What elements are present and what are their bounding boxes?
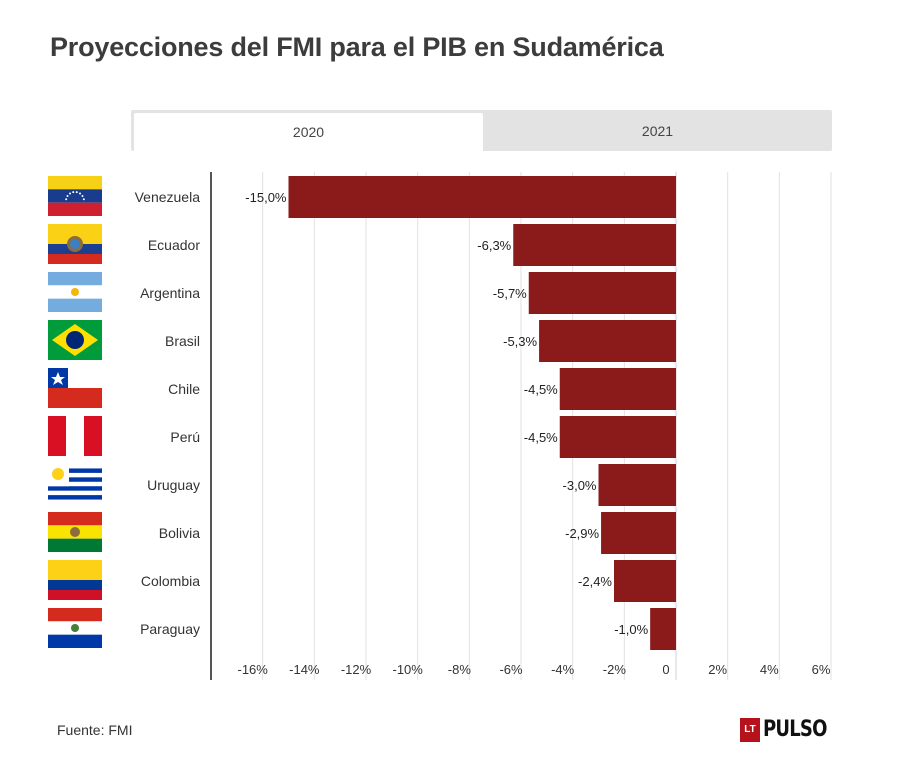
bar bbox=[559, 416, 676, 458]
year-tabs: 2020 2021 bbox=[131, 110, 832, 151]
category-label: Paraguay bbox=[140, 621, 200, 637]
pulso-logo: LT PULSO bbox=[740, 717, 841, 742]
bar bbox=[513, 224, 676, 266]
bar bbox=[614, 560, 676, 602]
bar bbox=[650, 608, 676, 650]
pulso-logo-word: PULSO bbox=[763, 717, 827, 742]
x-tick-label: -8% bbox=[448, 662, 472, 677]
bar bbox=[601, 512, 676, 554]
bar bbox=[288, 176, 676, 218]
source-note: Fuente: FMI bbox=[57, 722, 133, 738]
ecuador-flag-icon bbox=[48, 224, 102, 264]
la-tercera-badge: LT bbox=[740, 717, 760, 742]
x-tick-label: 6% bbox=[812, 662, 831, 677]
x-tick-label: -10% bbox=[392, 662, 423, 677]
category-label: Ecuador bbox=[148, 237, 200, 253]
bar bbox=[539, 320, 676, 362]
x-tick-label: -16% bbox=[237, 662, 268, 677]
tab-2020[interactable]: 2020 bbox=[134, 113, 483, 151]
x-tick-label: 2% bbox=[708, 662, 727, 677]
category-label: Chile bbox=[168, 381, 200, 397]
chart-title: Proyecciones del FMI para el PIB en Suda… bbox=[50, 32, 664, 62]
category-label: Perú bbox=[170, 429, 200, 445]
brazil-flag-icon bbox=[48, 320, 102, 360]
venezuela-flag-icon bbox=[48, 176, 102, 216]
tab-2021[interactable]: 2021 bbox=[641, 122, 674, 139]
bar bbox=[528, 272, 676, 314]
x-tick-label: -12% bbox=[341, 662, 372, 677]
bolivia-flag-icon bbox=[48, 512, 102, 552]
x-tick-label: -14% bbox=[289, 662, 320, 677]
data-label: -15,0% bbox=[245, 190, 287, 205]
data-label: -6,3% bbox=[477, 238, 511, 253]
data-label: -1,0% bbox=[614, 622, 648, 637]
data-label: -2,9% bbox=[565, 526, 599, 541]
la-tercera-badge-text: LT bbox=[744, 723, 756, 735]
category-label: Bolivia bbox=[159, 525, 200, 541]
argentina-flag-icon bbox=[48, 272, 102, 312]
data-label: -5,7% bbox=[493, 286, 527, 301]
data-label: -3,0% bbox=[563, 478, 597, 493]
x-tick-label: 4% bbox=[760, 662, 779, 677]
x-tick-label: 0 bbox=[662, 662, 669, 677]
chile-flag-icon bbox=[48, 368, 102, 408]
data-label: -4,5% bbox=[524, 382, 558, 397]
category-label: Colombia bbox=[141, 573, 200, 589]
category-label: Venezuela bbox=[135, 189, 201, 205]
bar bbox=[598, 464, 676, 506]
paraguay-flag-icon bbox=[48, 608, 102, 648]
x-tick-label: -2% bbox=[603, 662, 627, 677]
peru-flag-icon bbox=[48, 416, 102, 456]
x-tick-label: -4% bbox=[551, 662, 575, 677]
x-tick-label: -6% bbox=[499, 662, 523, 677]
category-label: Argentina bbox=[140, 285, 200, 301]
data-label: -4,5% bbox=[524, 430, 558, 445]
category-label: Uruguay bbox=[147, 477, 200, 493]
category-label: Brasil bbox=[165, 333, 200, 349]
bar bbox=[559, 368, 676, 410]
data-label: -2,4% bbox=[578, 574, 612, 589]
data-label: -5,3% bbox=[503, 334, 537, 349]
uruguay-flag-icon bbox=[48, 464, 102, 504]
colombia-flag-icon bbox=[48, 560, 102, 600]
